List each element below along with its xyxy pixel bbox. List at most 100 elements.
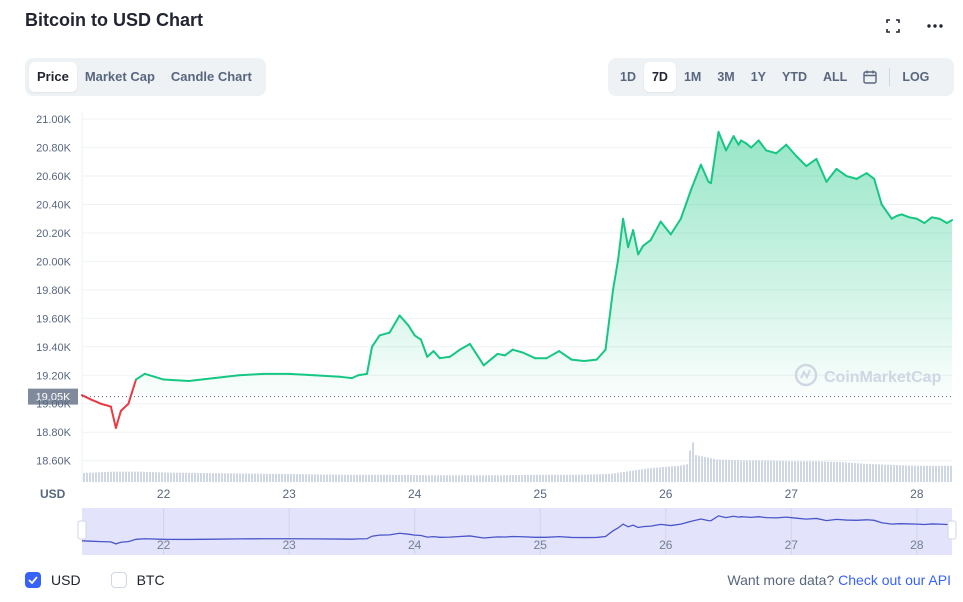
- range-3m[interactable]: 3M: [717, 70, 735, 84]
- volume-bar: [590, 474, 592, 482]
- volume-bar: [797, 461, 799, 482]
- navigator-handle[interactable]: [77, 520, 87, 540]
- volume-bar: [896, 465, 898, 482]
- volume-bar: [506, 475, 508, 482]
- checkbox-empty-icon: [110, 572, 127, 588]
- btc-checkbox[interactable]: BTC: [110, 572, 165, 588]
- volume-bar: [515, 475, 517, 482]
- volume-bar: [650, 468, 652, 482]
- price-line-segment: [637, 244, 645, 256]
- volume-bar: [725, 459, 727, 482]
- range-7d[interactable]: 7D: [643, 62, 676, 92]
- volume-bar: [692, 442, 694, 482]
- volume-bar: [719, 459, 721, 482]
- volume-bar: [164, 472, 166, 482]
- volume-bar: [755, 460, 757, 482]
- tab-candle-chart[interactable]: Candle Chart: [170, 69, 252, 84]
- range-1m[interactable]: 1M: [683, 70, 702, 84]
- price-line-segment: [468, 342, 485, 367]
- volume-bar: [629, 471, 631, 482]
- chart-toolbar: [883, 16, 945, 36]
- volume-bar: [254, 473, 256, 482]
- volume-bar: [359, 474, 361, 482]
- volume-bar: [818, 461, 820, 482]
- volume-bar: [296, 474, 298, 482]
- volume-bar: [212, 473, 214, 482]
- volume-bar: [542, 474, 544, 482]
- volume-bar: [665, 466, 667, 482]
- volume-bar: [245, 473, 247, 482]
- price-line-segment: [632, 229, 640, 256]
- range-ytd[interactable]: YTD: [782, 70, 808, 84]
- volume-bar: [197, 472, 199, 482]
- volume-bar: [746, 460, 748, 482]
- volume-bar: [596, 474, 598, 482]
- volume-bar: [350, 474, 352, 482]
- volume-bar: [539, 474, 541, 482]
- volume-bar: [89, 472, 91, 482]
- volume-bar: [857, 463, 859, 482]
- volume-bar: [812, 461, 814, 482]
- volume-bar: [602, 474, 604, 482]
- volume-bar: [536, 474, 538, 482]
- range-tabs: 1D 7D 1M 3M 1Y YTD ALL LOG: [608, 58, 954, 96]
- checkbox-checked-icon: [25, 572, 41, 588]
- price-line-segment: [419, 338, 429, 358]
- volume-bar: [470, 475, 472, 482]
- price-line-segment: [649, 220, 662, 242]
- price-line-segment: [89, 398, 102, 405]
- tab-market-cap[interactable]: Market Cap: [84, 69, 155, 84]
- fullscreen-icon[interactable]: [883, 16, 903, 36]
- volume-bar: [680, 465, 682, 482]
- volume-bar: [800, 461, 802, 482]
- more-icon[interactable]: [925, 16, 945, 36]
- price-line-segment: [617, 217, 625, 261]
- volume-bar: [530, 474, 532, 482]
- volume-bar: [305, 474, 307, 482]
- volume-bar: [554, 474, 556, 482]
- range-all[interactable]: ALL: [823, 70, 848, 84]
- volume-bar: [128, 471, 130, 482]
- volume-bar: [488, 475, 490, 482]
- x-tick-label: 23: [282, 487, 296, 501]
- navigator-tick-label: 27: [785, 538, 799, 552]
- volume-bar: [467, 475, 469, 482]
- price-line-segment: [521, 351, 537, 360]
- volume-bar: [908, 465, 910, 482]
- volume-bar: [317, 474, 319, 482]
- log-scale-toggle[interactable]: LOG: [902, 70, 930, 84]
- price-line-segment: [583, 358, 598, 363]
- price-line-segment: [558, 350, 573, 361]
- volume-bar: [641, 469, 643, 482]
- tab-price[interactable]: Price: [29, 62, 77, 92]
- volume-bar: [743, 460, 745, 482]
- range-1y[interactable]: 1Y: [750, 70, 767, 84]
- volume-bar: [707, 457, 709, 482]
- volume-bar: [824, 461, 826, 482]
- volume-bar: [188, 472, 190, 482]
- price-line-segment: [732, 135, 740, 146]
- navigator-handle[interactable]: [947, 520, 957, 540]
- range-1d[interactable]: 1D: [620, 70, 636, 84]
- volume-bar: [701, 456, 703, 482]
- usd-checkbox[interactable]: USD: [25, 572, 81, 588]
- more-data-label: Want more data?: [727, 572, 835, 588]
- volume-bar: [620, 472, 622, 482]
- volume-bar: [140, 471, 142, 482]
- volume-bar: [173, 472, 175, 482]
- volume-bar: [662, 467, 664, 482]
- volume-bar: [764, 460, 766, 482]
- volume-bar: [146, 471, 148, 482]
- volume-bar: [311, 474, 313, 482]
- volume-bar: [710, 458, 712, 482]
- volume-bar: [563, 474, 565, 482]
- volume-bar: [386, 474, 388, 482]
- price-line-segment: [109, 405, 117, 429]
- api-link[interactable]: Check out our API: [838, 572, 951, 588]
- calendar-icon[interactable]: [855, 62, 885, 92]
- volume-bar: [608, 473, 610, 482]
- y-tick-label: 19.00K: [36, 399, 72, 411]
- volume-bar: [788, 461, 790, 482]
- price-line-segment: [378, 331, 391, 337]
- chart-type-tabs: Price Market Cap Candle Chart: [25, 58, 266, 96]
